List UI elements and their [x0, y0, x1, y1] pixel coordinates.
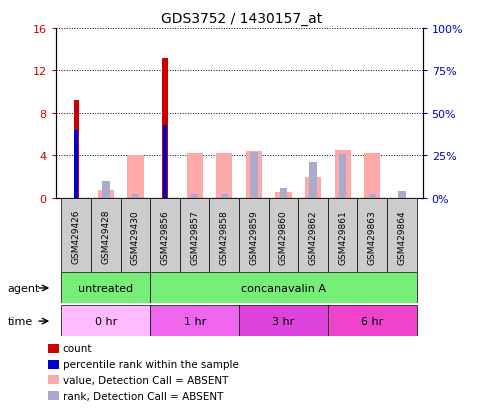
Bar	[328, 306, 417, 337]
Bar	[132, 195, 139, 198]
Bar	[239, 306, 328, 337]
Bar	[246, 152, 262, 198]
Text: time: time	[7, 316, 32, 326]
Bar	[398, 192, 406, 198]
Bar	[91, 198, 121, 273]
Bar	[180, 198, 210, 273]
Bar	[369, 195, 376, 198]
Bar	[275, 193, 292, 198]
Bar	[298, 198, 328, 273]
Bar	[239, 198, 269, 273]
Bar	[191, 195, 199, 198]
Text: GSM429856: GSM429856	[160, 209, 170, 264]
Bar	[163, 126, 167, 198]
Bar	[61, 306, 150, 337]
Bar	[210, 198, 239, 273]
Text: GSM429430: GSM429430	[131, 209, 140, 264]
Text: GSM429428: GSM429428	[101, 209, 111, 264]
Bar	[339, 154, 346, 198]
Text: 3 hr: 3 hr	[272, 316, 295, 326]
Bar	[335, 151, 351, 198]
Text: value, Detection Call = ABSENT: value, Detection Call = ABSENT	[63, 375, 228, 385]
Text: rank, Detection Call = ABSENT: rank, Detection Call = ABSENT	[63, 391, 223, 401]
Text: GSM429858: GSM429858	[220, 209, 229, 264]
Bar	[221, 195, 228, 198]
Bar	[280, 188, 287, 198]
Text: GDS3752 / 1430157_at: GDS3752 / 1430157_at	[161, 12, 322, 26]
Text: GSM429426: GSM429426	[72, 209, 81, 264]
Bar	[150, 198, 180, 273]
Bar	[162, 59, 168, 198]
Text: untreated: untreated	[78, 283, 133, 293]
Text: percentile rank within the sample: percentile rank within the sample	[63, 359, 239, 369]
Text: GSM429861: GSM429861	[338, 209, 347, 264]
Bar	[73, 101, 79, 198]
Text: 0 hr: 0 hr	[95, 316, 117, 326]
Bar	[74, 131, 78, 198]
Bar	[61, 273, 150, 304]
Text: GSM429862: GSM429862	[309, 209, 318, 264]
Text: GSM429857: GSM429857	[190, 209, 199, 264]
Bar	[305, 177, 321, 198]
Bar	[310, 163, 317, 198]
Bar	[128, 156, 143, 198]
Bar	[102, 181, 110, 198]
Text: GSM429860: GSM429860	[279, 209, 288, 264]
Bar	[328, 198, 357, 273]
Bar	[387, 198, 417, 273]
Bar	[250, 152, 257, 198]
Bar	[150, 306, 239, 337]
Bar	[186, 154, 203, 198]
Text: GSM429863: GSM429863	[368, 209, 377, 264]
Bar	[364, 154, 381, 198]
Text: 6 hr: 6 hr	[361, 316, 384, 326]
Bar	[61, 198, 91, 273]
Text: concanavalin A: concanavalin A	[241, 283, 326, 293]
Bar	[357, 198, 387, 273]
Text: GSM429859: GSM429859	[249, 209, 258, 264]
Text: GSM429864: GSM429864	[398, 209, 406, 264]
Bar	[150, 273, 417, 304]
Text: agent: agent	[7, 283, 40, 293]
Bar	[121, 198, 150, 273]
Text: 1 hr: 1 hr	[184, 316, 206, 326]
Text: count: count	[63, 344, 92, 354]
Bar	[269, 198, 298, 273]
Bar	[216, 154, 232, 198]
Bar	[98, 191, 114, 198]
